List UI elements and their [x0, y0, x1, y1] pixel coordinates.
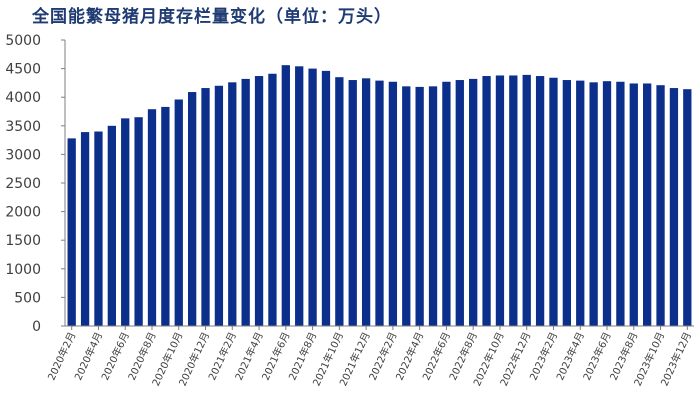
bar	[187, 92, 197, 326]
y-tick-label: 4500	[5, 62, 41, 78]
bar	[602, 81, 612, 327]
bar	[201, 88, 210, 326]
y-tick-label: 5000	[5, 33, 41, 49]
bar	[643, 83, 652, 326]
y-tick-label: 2000	[5, 205, 41, 221]
bar	[669, 88, 679, 326]
y-tick-label: 4000	[5, 90, 41, 106]
chart-title: 全国能繁母猪月度存栏量变化（单位：万头）	[32, 7, 392, 27]
y-axis: 0 500 1000 1500 2000 2500 3000 3500 4000 4500 5000	[5, 33, 66, 335]
bar	[241, 78, 250, 327]
bar	[562, 80, 572, 326]
x-tick-label: 2020年2月	[45, 330, 79, 382]
bar	[549, 77, 558, 326]
bar	[616, 81, 625, 326]
bar	[308, 68, 317, 326]
bar	[415, 86, 424, 327]
bar	[535, 76, 545, 326]
bar	[455, 80, 464, 326]
bar	[94, 131, 103, 326]
bar	[67, 138, 76, 326]
bars	[67, 65, 692, 327]
bar	[321, 70, 331, 326]
y-tick-label: 500	[14, 290, 41, 306]
bar	[107, 125, 116, 326]
bar	[442, 81, 451, 326]
bar	[375, 80, 384, 326]
bar	[121, 118, 130, 326]
bar	[629, 83, 638, 326]
y-tick-label: 2500	[5, 176, 41, 192]
y-tick-label: 3000	[5, 147, 41, 163]
bar	[509, 75, 518, 327]
bar	[214, 85, 224, 326]
bar	[428, 86, 438, 326]
bar	[495, 75, 505, 327]
bar	[522, 74, 531, 326]
bar	[161, 106, 170, 326]
bar	[576, 80, 585, 326]
y-tick-label: 1000	[5, 262, 41, 278]
bar	[281, 65, 290, 326]
bar	[683, 89, 692, 326]
y-tick-label: 3500	[5, 119, 41, 135]
bar	[254, 76, 264, 326]
bar	[268, 73, 277, 326]
bar	[80, 132, 90, 326]
bar	[228, 82, 237, 326]
bar	[388, 81, 398, 326]
bar	[656, 85, 665, 326]
bar	[348, 80, 357, 326]
x-axis: 2020年2月2020年4月2020年6月2020年8月2020年10月2020…	[45, 325, 694, 388]
bar	[469, 78, 478, 327]
bar	[402, 86, 411, 326]
bar	[147, 109, 157, 326]
bar	[174, 99, 183, 326]
bar	[589, 82, 598, 326]
bar	[134, 117, 143, 326]
y-tick-label: 0	[32, 319, 41, 335]
bar	[361, 78, 371, 326]
bar	[482, 76, 491, 326]
bar	[335, 77, 344, 327]
y-tick-label: 1500	[5, 233, 41, 249]
bar	[295, 66, 304, 326]
